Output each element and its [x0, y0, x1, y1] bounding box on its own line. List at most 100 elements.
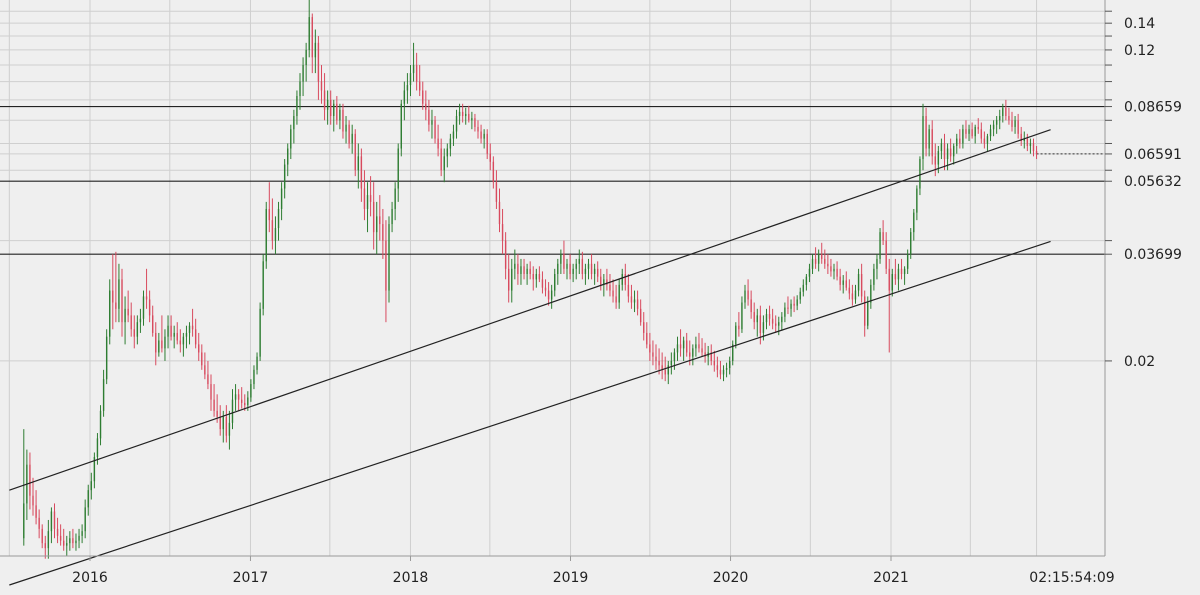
- candle-body: [1005, 107, 1007, 117]
- trend-channel: [9, 129, 1051, 586]
- candle-body: [876, 258, 878, 269]
- candle-body: [685, 340, 688, 353]
- candle-body: [90, 481, 93, 491]
- candle-body: [240, 399, 243, 403]
- candle-body: [158, 340, 160, 353]
- candle-body: [188, 325, 191, 333]
- candle-body: [870, 284, 872, 303]
- y-tick-label: 0.02: [1124, 354, 1155, 370]
- candle-body: [23, 503, 25, 539]
- candle-body: [581, 258, 584, 275]
- candle-body: [612, 290, 614, 297]
- candle-body: [35, 505, 37, 518]
- candle-body: [566, 263, 568, 269]
- candle-body: [511, 268, 513, 291]
- candle-body: [244, 402, 246, 406]
- candle-body: [225, 416, 228, 436]
- candle-body: [867, 302, 869, 326]
- candle-body: [118, 279, 120, 309]
- candle-body: [391, 208, 393, 225]
- candle-body: [62, 540, 65, 546]
- candle-body: [977, 126, 979, 130]
- candle-body: [980, 129, 983, 139]
- candle-body: [799, 291, 801, 300]
- candle-body: [738, 325, 740, 330]
- candle-body: [130, 315, 132, 330]
- candle-body: [805, 276, 808, 285]
- candle-body: [744, 290, 746, 303]
- candle-body: [366, 195, 369, 209]
- candle-body: [314, 42, 317, 58]
- candle-body: [771, 318, 774, 324]
- candle-body: [541, 279, 544, 288]
- candle-body: [704, 352, 706, 357]
- candle-body: [198, 344, 200, 353]
- candle-body: [216, 410, 218, 417]
- candle-body: [265, 208, 267, 262]
- candle-body: [621, 274, 623, 285]
- candle-body: [372, 201, 375, 233]
- candle-body: [458, 111, 461, 117]
- candle-body: [646, 332, 648, 345]
- candle-body: [247, 397, 249, 406]
- candle-body: [1029, 143, 1032, 146]
- x-tick-label: 2016: [72, 570, 108, 586]
- candle-body: [587, 263, 590, 269]
- candle-body: [311, 17, 313, 58]
- candle-body: [452, 131, 455, 139]
- candle-body: [409, 73, 412, 86]
- candle-body: [572, 268, 574, 275]
- y-tick-label: 0.12: [1124, 43, 1155, 59]
- candle-body: [891, 274, 894, 291]
- candle-body: [161, 340, 163, 349]
- candle-body: [121, 279, 123, 323]
- candle-body: [934, 156, 936, 165]
- candle-body: [943, 143, 946, 160]
- candle-body: [600, 276, 602, 285]
- candle-body: [827, 263, 829, 267]
- candle-body: [69, 538, 71, 544]
- x-tick-label: 2020: [713, 570, 749, 586]
- candle-body: [517, 263, 519, 275]
- candle-body: [440, 148, 442, 171]
- candle-body: [888, 268, 890, 291]
- candle-body: [480, 131, 482, 139]
- candle-body: [713, 360, 716, 366]
- candle-body: [403, 90, 406, 104]
- candle-body: [431, 120, 433, 125]
- candle-body: [455, 116, 458, 132]
- candle-body: [1035, 151, 1038, 154]
- candle-body: [394, 188, 396, 209]
- candle-body: [47, 531, 50, 549]
- candle-body: [308, 17, 310, 50]
- candle-body: [793, 303, 795, 306]
- candle-body: [741, 302, 743, 330]
- candle-body: [735, 325, 737, 345]
- axes: [0, 0, 1106, 557]
- candle-body: [520, 266, 522, 275]
- candle-body: [716, 365, 719, 370]
- candle-body: [897, 268, 900, 280]
- x-tick-labels: 2016 2017 2018 2019 2020 2021: [72, 556, 909, 586]
- x-tick-label: 2021: [873, 570, 909, 586]
- candle-body: [857, 274, 860, 291]
- candle-body: [136, 322, 139, 337]
- candle-body: [784, 307, 786, 317]
- candle-body: [649, 344, 651, 353]
- candle-body: [790, 303, 792, 309]
- candle-body: [910, 232, 912, 255]
- candle-body: [167, 325, 169, 337]
- candle-body: [913, 212, 915, 233]
- candle-body: [406, 85, 409, 91]
- candle-body: [446, 148, 449, 157]
- candle-body: [538, 274, 541, 280]
- candle-body: [652, 352, 654, 357]
- candle-body: [259, 308, 261, 357]
- candle-body: [526, 268, 528, 275]
- candle-body: [489, 153, 491, 162]
- candle-body: [486, 133, 488, 154]
- candle-body: [339, 109, 341, 121]
- candle-body: [268, 208, 271, 221]
- candle-body: [379, 216, 381, 225]
- candle-body: [437, 138, 439, 149]
